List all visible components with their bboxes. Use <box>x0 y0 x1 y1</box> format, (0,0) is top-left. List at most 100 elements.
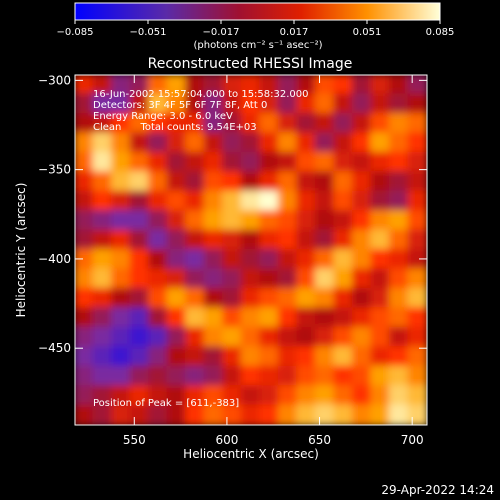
heatmap-cell <box>407 171 427 193</box>
heatmap-cell <box>296 210 317 232</box>
heatmap-cell <box>370 93 391 115</box>
heatmap-cell <box>222 132 243 154</box>
heatmap-cell <box>203 404 225 425</box>
heatmap-cell <box>166 385 188 407</box>
heatmap-cell <box>296 132 317 154</box>
heatmap-cell <box>333 229 354 251</box>
heatmap-cell <box>333 268 354 290</box>
heatmap-cell <box>75 151 95 174</box>
heatmap-cell <box>388 171 410 193</box>
heatmap-cell <box>277 93 299 115</box>
heatmap-cell <box>185 307 206 329</box>
heatmap-cell <box>166 268 188 290</box>
heatmap-cell <box>166 93 188 115</box>
annotation-counts: Clean Total counts: 9.54E+03 <box>93 122 257 133</box>
heatmap-cell <box>185 249 206 271</box>
heatmap-cell <box>111 287 132 310</box>
heatmap-cell <box>277 132 299 154</box>
y-tick-label: −350 <box>38 163 71 177</box>
heatmap-cell <box>203 249 225 271</box>
heatmap-cell <box>407 249 427 271</box>
heatmap-cell <box>222 229 243 251</box>
heatmap-cell <box>333 365 354 388</box>
annotation-detectors: Detectors: 3F 4F 5F 6F 7F 8F, Att 0 <box>93 100 267 111</box>
plot-frame <box>74 74 428 426</box>
heatmap-cell <box>277 112 299 135</box>
heatmap-cell <box>351 346 373 368</box>
heatmap-cell <box>407 190 427 213</box>
heatmap-cell <box>185 112 206 135</box>
colorbar-tick-label: 0.085 <box>426 27 455 38</box>
heatmap-cell <box>259 287 280 310</box>
heatmap-cell <box>111 112 132 135</box>
heatmap-cell <box>111 210 132 232</box>
heatmap-cell <box>370 307 391 329</box>
heatmap-cell <box>92 210 114 232</box>
heatmap-cell <box>259 404 280 425</box>
heatmap-cell <box>370 268 391 290</box>
heatmap-cell <box>129 151 151 174</box>
heatmap-cell <box>222 151 243 174</box>
heatmap-cell <box>351 112 373 135</box>
heatmap-cell <box>388 210 410 232</box>
heatmap-cell <box>75 171 95 193</box>
heatmap-cell <box>296 287 317 310</box>
heatmap-cell <box>351 307 373 329</box>
heatmap-cell <box>333 326 354 349</box>
heatmap-cell <box>148 210 169 232</box>
heatmap-cell <box>148 112 169 135</box>
heatmap-cell <box>351 93 373 115</box>
heatmap-cell <box>222 287 243 310</box>
heatmap-cell <box>296 75 317 96</box>
heatmap-cell <box>203 210 225 232</box>
heatmap-cell <box>240 229 262 251</box>
heatmap-cell <box>333 171 354 193</box>
heatmap-cell <box>240 326 262 349</box>
heatmap-cell <box>314 210 336 232</box>
heatmap-cell <box>240 132 262 154</box>
heatmap-cell <box>148 151 169 174</box>
heatmap-cell <box>240 93 262 115</box>
heatmap-cell <box>92 385 114 407</box>
heatmap-cell <box>388 404 410 425</box>
heatmap-cell <box>370 326 391 349</box>
heatmap-cell <box>240 307 262 329</box>
heatmap-cell <box>407 75 427 96</box>
heatmap-cell <box>92 75 114 96</box>
heatmap-cell <box>388 75 410 96</box>
heatmap-cell <box>203 75 225 96</box>
heatmap-cell <box>333 404 354 425</box>
heatmap-cell <box>351 287 373 310</box>
heatmap-cell <box>351 75 373 96</box>
heatmap-cell <box>222 268 243 290</box>
heatmap-cell <box>92 404 114 425</box>
heatmap-cell <box>388 287 410 310</box>
heatmap-cell <box>259 346 280 368</box>
heatmap-cell <box>407 268 427 290</box>
heatmap-cell <box>166 75 188 96</box>
heatmap-cell <box>166 404 188 425</box>
heatmap-cell <box>75 190 95 213</box>
colorbar-tick-label: −0.085 <box>56 27 93 38</box>
x-axis-label: Heliocentric X (arcsec) <box>183 447 319 461</box>
heatmap-cell <box>75 365 95 388</box>
heatmap-cell <box>222 249 243 271</box>
heatmap-cell <box>333 151 354 174</box>
heatmap-cell <box>296 385 317 407</box>
heatmap-cell <box>203 346 225 368</box>
heatmap-cell <box>277 268 299 290</box>
heatmap-cell <box>92 326 114 349</box>
heatmap-cell <box>166 151 188 174</box>
heatmap-cell <box>75 287 95 310</box>
heatmap-cell <box>370 229 391 251</box>
heatmap-cell <box>166 112 188 135</box>
annotation-time-range: 16-Jun-2002 15:57:04.000 to 15:58:32.000 <box>93 89 309 100</box>
y-tick-label: −450 <box>38 341 71 355</box>
colorbar-gradient <box>74 2 441 21</box>
heatmap-cell <box>166 287 188 310</box>
heatmap-cell <box>370 132 391 154</box>
heatmap-cell <box>222 307 243 329</box>
heatmap-cell <box>240 75 262 96</box>
heatmap-cell <box>296 346 317 368</box>
heatmap-cell <box>240 151 262 174</box>
